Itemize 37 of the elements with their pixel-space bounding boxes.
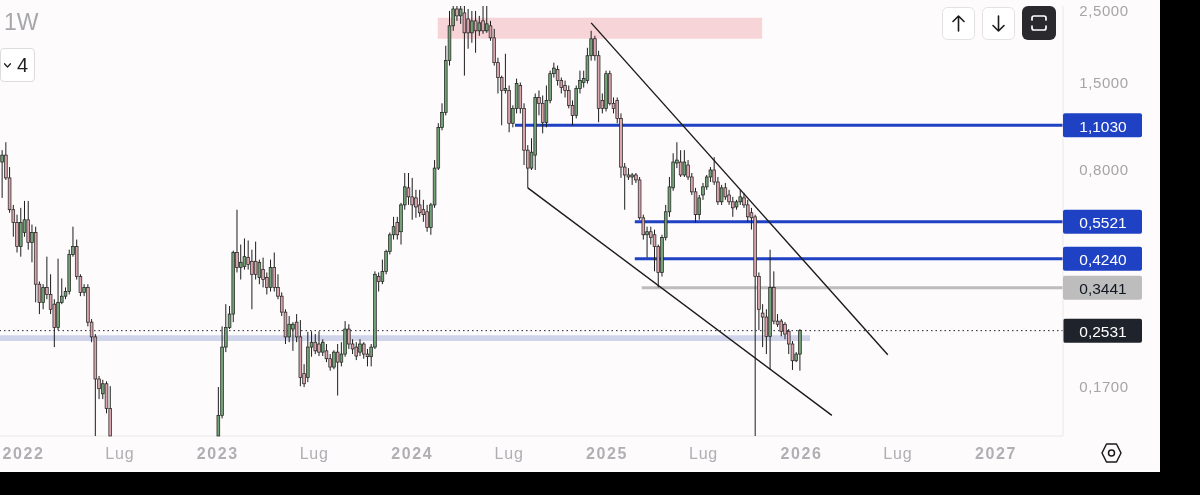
candlestick bbox=[313, 333, 318, 355]
x-tick-label: Lug bbox=[494, 444, 524, 462]
x-tick-label: Lug bbox=[688, 444, 719, 462]
candlestick bbox=[410, 177, 414, 221]
candlestick bbox=[253, 241, 258, 281]
y-tick-label: 0,1700 bbox=[1079, 377, 1129, 395]
candlestick bbox=[473, 10, 478, 54]
x-tick-label: Lug bbox=[299, 444, 329, 462]
x-tick-label: 2027 bbox=[974, 444, 1017, 462]
y-tick-label: 1,5000 bbox=[1079, 73, 1129, 91]
x-tick-label: 2022 bbox=[2, 444, 45, 462]
x-tick-label: Lug bbox=[105, 444, 135, 462]
x-tick-label: 2025 bbox=[586, 444, 629, 462]
candlestick bbox=[481, 5, 485, 35]
candlestick bbox=[466, 8, 470, 50]
data-label: 1,1030 bbox=[1079, 117, 1128, 135]
data-label: 0,5521 bbox=[1079, 214, 1127, 232]
candlestick bbox=[425, 204, 429, 233]
ref-line-label: 0,2531 bbox=[1079, 323, 1127, 341]
x-tick-label: 2023 bbox=[196, 444, 239, 462]
candlestick bbox=[317, 330, 321, 357]
x-tick-label: Lug bbox=[883, 444, 913, 462]
candlestick bbox=[0, 149, 4, 199]
candlestick bbox=[417, 189, 422, 218]
y-tick-label: 0,8000 bbox=[1079, 161, 1129, 179]
candlestick bbox=[477, 15, 482, 37]
data-label: 0,3441 bbox=[1079, 280, 1127, 298]
y-tick-label: 2,5000 bbox=[1079, 2, 1129, 20]
chart-title: 1W bbox=[4, 9, 39, 36]
x-tick-label: 2026 bbox=[780, 444, 823, 462]
candlestick bbox=[682, 149, 687, 178]
candlestick bbox=[291, 321, 295, 352]
annotation: 4 bbox=[17, 53, 29, 77]
x-tick-label: 2024 bbox=[391, 444, 434, 462]
candlestick bbox=[335, 343, 340, 397]
candlestick bbox=[798, 328, 802, 372]
data-label: 0,4240 bbox=[1079, 251, 1128, 269]
